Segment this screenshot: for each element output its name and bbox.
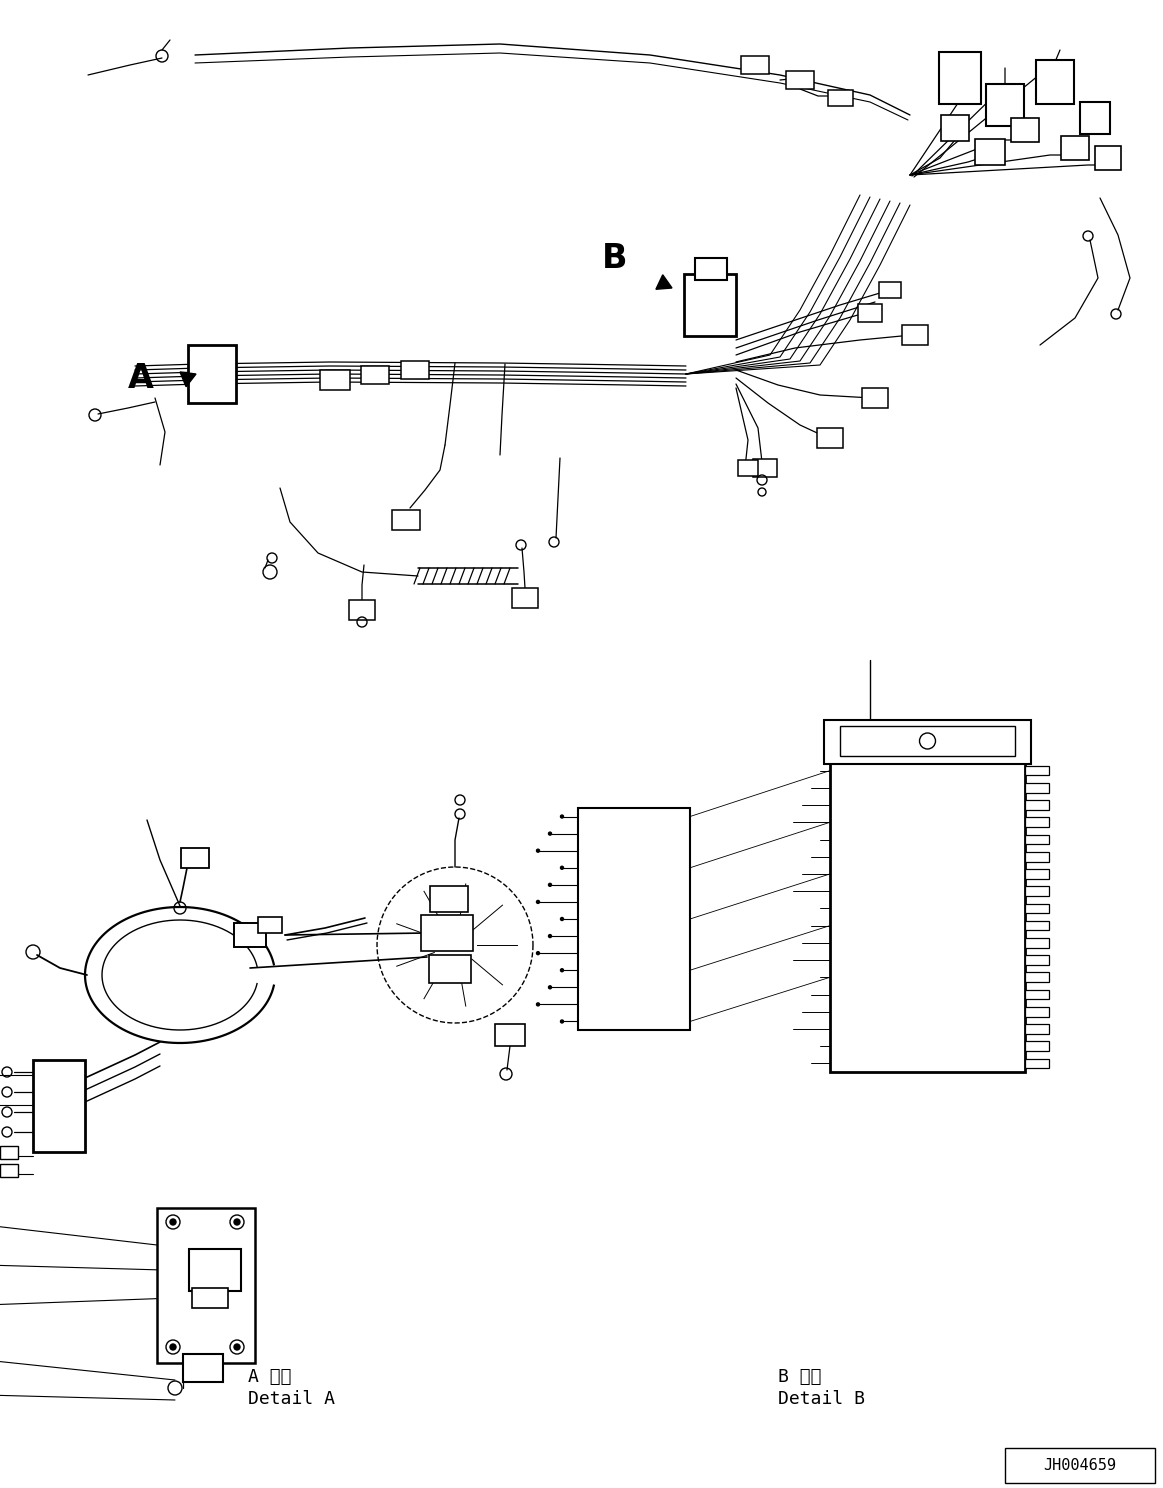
Bar (684, 274, 736, 336)
Bar (0, 1164, 17, 1177)
Bar (816, 429, 843, 448)
Bar (902, 324, 928, 345)
Bar (1025, 990, 1049, 1000)
Circle shape (561, 969, 564, 972)
Text: B 詳細: B 詳細 (778, 1367, 821, 1385)
Bar (858, 304, 882, 321)
Polygon shape (180, 372, 197, 387)
Bar (1025, 921, 1049, 930)
Bar (1061, 135, 1089, 161)
Bar (188, 345, 236, 403)
Bar (512, 588, 538, 609)
Text: A: A (128, 362, 154, 394)
Bar (830, 762, 1025, 1071)
Circle shape (536, 952, 540, 955)
Bar (1025, 817, 1049, 827)
Bar (1011, 118, 1039, 141)
Bar (361, 366, 388, 384)
Bar (1025, 783, 1049, 793)
Bar (320, 371, 350, 390)
Bar (739, 460, 758, 476)
Bar (1025, 903, 1049, 914)
Bar (1025, 955, 1049, 964)
Bar (695, 257, 727, 280)
Circle shape (561, 918, 564, 921)
Bar (192, 1289, 228, 1308)
Bar (840, 726, 1015, 756)
Circle shape (536, 1003, 540, 1006)
Bar (1025, 869, 1049, 879)
Text: Detail B: Detail B (778, 1390, 865, 1408)
Text: B: B (602, 241, 628, 274)
Circle shape (561, 1019, 564, 1022)
Bar (401, 362, 429, 379)
Bar (0, 1146, 17, 1159)
Bar (1036, 60, 1073, 104)
Text: Detail A: Detail A (248, 1390, 335, 1408)
Bar (234, 923, 266, 946)
Bar (1080, 103, 1110, 134)
Circle shape (234, 1219, 240, 1225)
Polygon shape (656, 275, 672, 289)
Bar (181, 848, 209, 868)
Bar (941, 115, 969, 141)
Bar (429, 955, 471, 984)
Bar (1025, 1058, 1049, 1068)
Bar (975, 138, 1005, 165)
Bar (349, 600, 374, 620)
Circle shape (170, 1219, 176, 1225)
Circle shape (549, 832, 551, 835)
Bar (862, 388, 889, 408)
Bar (986, 83, 1023, 126)
Bar (1025, 887, 1049, 896)
Bar (828, 89, 852, 106)
Circle shape (549, 987, 551, 990)
Bar (495, 1024, 525, 1046)
Bar (786, 71, 814, 89)
Bar (421, 915, 473, 951)
Bar (1025, 766, 1049, 775)
Circle shape (536, 850, 540, 853)
Bar (578, 808, 690, 1030)
Bar (392, 510, 420, 530)
Bar (1005, 1448, 1155, 1484)
Circle shape (561, 866, 564, 869)
Circle shape (536, 900, 540, 903)
Bar (258, 917, 281, 933)
Bar (825, 720, 1032, 763)
Bar (183, 1354, 223, 1382)
Bar (1025, 973, 1049, 982)
Bar (1025, 801, 1049, 809)
Bar (1025, 1042, 1049, 1051)
Text: JH004659: JH004659 (1043, 1458, 1116, 1473)
Bar (939, 52, 982, 104)
Bar (1025, 1024, 1049, 1034)
Bar (1025, 1007, 1049, 1016)
Bar (741, 57, 769, 74)
Bar (1025, 853, 1049, 862)
Bar (157, 1208, 255, 1363)
Bar (1025, 937, 1049, 948)
Bar (190, 1248, 241, 1292)
Bar (33, 1059, 85, 1152)
Circle shape (234, 1344, 240, 1350)
Bar (1096, 146, 1121, 170)
Circle shape (170, 1344, 176, 1350)
Bar (752, 458, 777, 478)
Circle shape (549, 934, 551, 937)
Text: A 詳細: A 詳細 (248, 1367, 292, 1385)
Bar (1025, 835, 1049, 844)
Circle shape (561, 815, 564, 818)
Bar (879, 283, 901, 298)
Bar (430, 885, 468, 912)
Circle shape (549, 884, 551, 887)
